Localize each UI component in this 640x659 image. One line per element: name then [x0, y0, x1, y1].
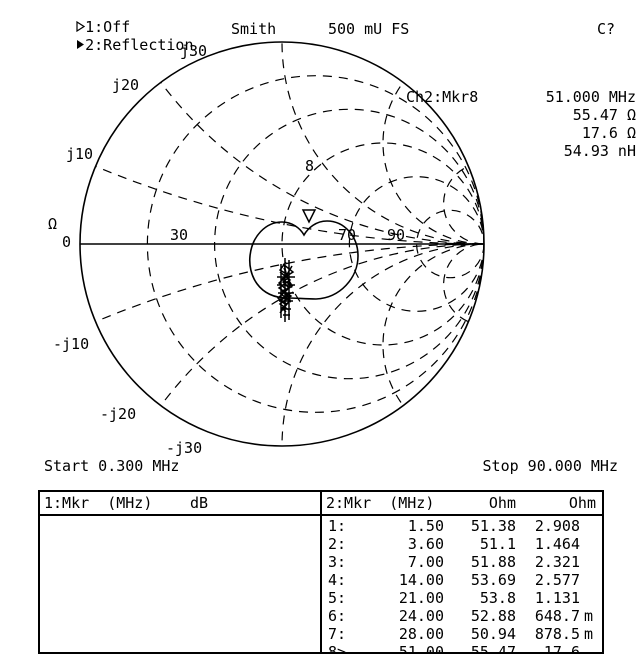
smith-chart-area[interactable]: 8 Ω 0 30 70 90 j30 j20 j10 -j10 -j20 -j3… [0, 32, 640, 457]
smith-imag-label-j10: j10 [66, 145, 94, 163]
marker-table-1-title: 1:Mkr (MHz) [44, 494, 153, 512]
smith-real-label-0: 0 [62, 233, 72, 251]
marker-table-2-rows: 1: 1.50 51.38 2.908 2: 3.60 51.1 1.464 3: 7.00 51.… [322, 516, 602, 652]
marker-row-ohm1: 55.47 [470, 643, 516, 652]
smith-unit-label: Ω [48, 215, 58, 233]
marker-row-ohm2: 1.464 [534, 535, 580, 553]
marker-row-ohm1: 52.88 [470, 607, 516, 625]
marker-row-idx: 3: [328, 553, 347, 571]
marker-table-channel-1-header: 1:Mkr (MHz) dB [40, 492, 320, 516]
channel-2-format[interactable]: Smith [231, 20, 277, 38]
marker-row-ohm2: 2.908 [534, 517, 580, 535]
marker-row-freq: 3.60 [407, 535, 444, 553]
marker-row-ohm2: 878.5 [534, 625, 580, 643]
marker-table-channel-2[interactable]: 2:Mkr (MHz) Ohm Ohm 1: 1.50 51.38 2.908 2: 3.… [322, 492, 602, 652]
marker-row-ohm2: 2.321 [534, 553, 580, 571]
table-row[interactable]: 2: 3.60 51.1 1.464 [322, 535, 602, 553]
marker-readout-resistance: 55.47 Ω [572, 106, 636, 124]
marker-row-freq: 1.50 [407, 517, 444, 535]
smith-chart-graticule [79, 41, 485, 447]
marker-row-idx: 6: [328, 607, 347, 625]
sweep-stop-label[interactable]: Stop 90.000 MHz [482, 457, 618, 475]
table-row[interactable]: 7: 28.00 50.94 878.5 m [322, 625, 602, 643]
marker-row-ohm2: 17.6 [543, 643, 580, 652]
marker-row-freq: 51.00 [398, 643, 444, 652]
channel-1-status[interactable]: 1:Off [40, 2, 130, 53]
table-row[interactable]: 5: 21.00 53.8 1.131 [322, 589, 602, 607]
marker-row-idx: 7: [328, 625, 347, 643]
channel-2-status[interactable]: 2:Reflection [40, 20, 194, 71]
marker-row-ohm1: 50.94 [470, 625, 516, 643]
smith-imag-label-neg-j10: -j10 [53, 335, 90, 353]
marker-row-ohm2: 2.577 [534, 571, 580, 589]
channel-2-label: 2:Reflection [85, 36, 194, 54]
marker-table-2-col-ohm-1: Ohm [488, 494, 516, 512]
marker-row-ohm1: 51.1 [479, 535, 516, 553]
marker-row-ohm1: 53.8 [479, 589, 516, 607]
marker-row-ohm1: 51.88 [470, 553, 516, 571]
marker-row-ohm1: 53.69 [470, 571, 516, 589]
table-row[interactable]: 6: 24.00 52.88 648.7 m [322, 607, 602, 625]
marker-row-ohm2: 1.131 [534, 589, 580, 607]
table-row[interactable]: 4: 14.00 53.69 2.577 [322, 571, 602, 589]
marker-row-ohm2: 648.7 [534, 607, 580, 625]
table-row[interactable]: 8> 51.00 55.47 17.6 [322, 643, 602, 652]
marker-row-freq: 21.00 [398, 589, 444, 607]
table-row[interactable]: 1: 1.50 51.38 2.908 [322, 517, 602, 535]
marker-row-idx: 1: [328, 517, 347, 535]
smith-real-label-70: 70 [338, 226, 357, 244]
smith-real-label-30: 30 [170, 226, 189, 244]
sweep-start-label[interactable]: Start 0.300 MHz [44, 457, 180, 475]
smith-imag-label-neg-j30: -j30 [166, 439, 203, 457]
smith-imag-label-j20: j20 [112, 76, 140, 94]
marker-readout-inductance: 54.93 nH [563, 142, 636, 160]
calibration-status-badge[interactable]: C? [597, 20, 616, 38]
marker-tables: 1:Mkr (MHz) dB 2:Mkr (MHz) Ohm Ohm 1: 1.5… [38, 490, 604, 654]
marker-table-2-col-ohm-2: Ohm [568, 494, 596, 512]
channel-2-scale[interactable]: 500 mU FS [328, 20, 410, 38]
table-row[interactable]: 3: 7.00 51.88 2.321 [322, 553, 602, 571]
marker-row-idx: 8> [328, 643, 347, 652]
marker-table-1-col-db: dB [190, 494, 209, 512]
marker-row-freq: 7.00 [407, 553, 444, 571]
marker-8-label: 8 [305, 157, 315, 175]
marker-row-ohm1: 51.38 [470, 517, 516, 535]
marker-table-1-rows [40, 516, 320, 517]
smith-trace-channel-2 [248, 220, 359, 322]
smith-imag-label-neg-j20: -j20 [100, 405, 137, 423]
marker-8-pointer[interactable] [301, 209, 317, 224]
marker-row-idx: 2: [328, 535, 347, 553]
smith-real-label-90: 90 [387, 226, 406, 244]
marker-row-unit: m [584, 625, 594, 643]
marker-row-idx: 5: [328, 589, 347, 607]
marker-row-freq: 28.00 [398, 625, 444, 643]
channel-1-inactive-marker-icon [76, 20, 86, 33]
marker-row-freq: 24.00 [398, 607, 444, 625]
marker-table-channel-1[interactable]: 1:Mkr (MHz) dB [40, 492, 322, 652]
marker-row-unit: m [584, 607, 594, 625]
marker-row-freq: 14.00 [398, 571, 444, 589]
marker-readout-frequency: 51.000 MHz [545, 88, 636, 106]
marker-row-idx: 4: [328, 571, 347, 589]
smith-grid-lines [80, 42, 484, 446]
marker-table-2-title: 2:Mkr (MHz) [326, 494, 435, 512]
marker-table-channel-2-header: 2:Mkr (MHz) Ohm Ohm [322, 492, 602, 516]
smith-imag-label-j30: j30 [180, 42, 208, 60]
marker-readout-reactance: 17.6 Ω [581, 124, 636, 142]
channel-2-active-marker-icon [77, 40, 85, 49]
channel-1-label: 1:Off [85, 18, 131, 36]
